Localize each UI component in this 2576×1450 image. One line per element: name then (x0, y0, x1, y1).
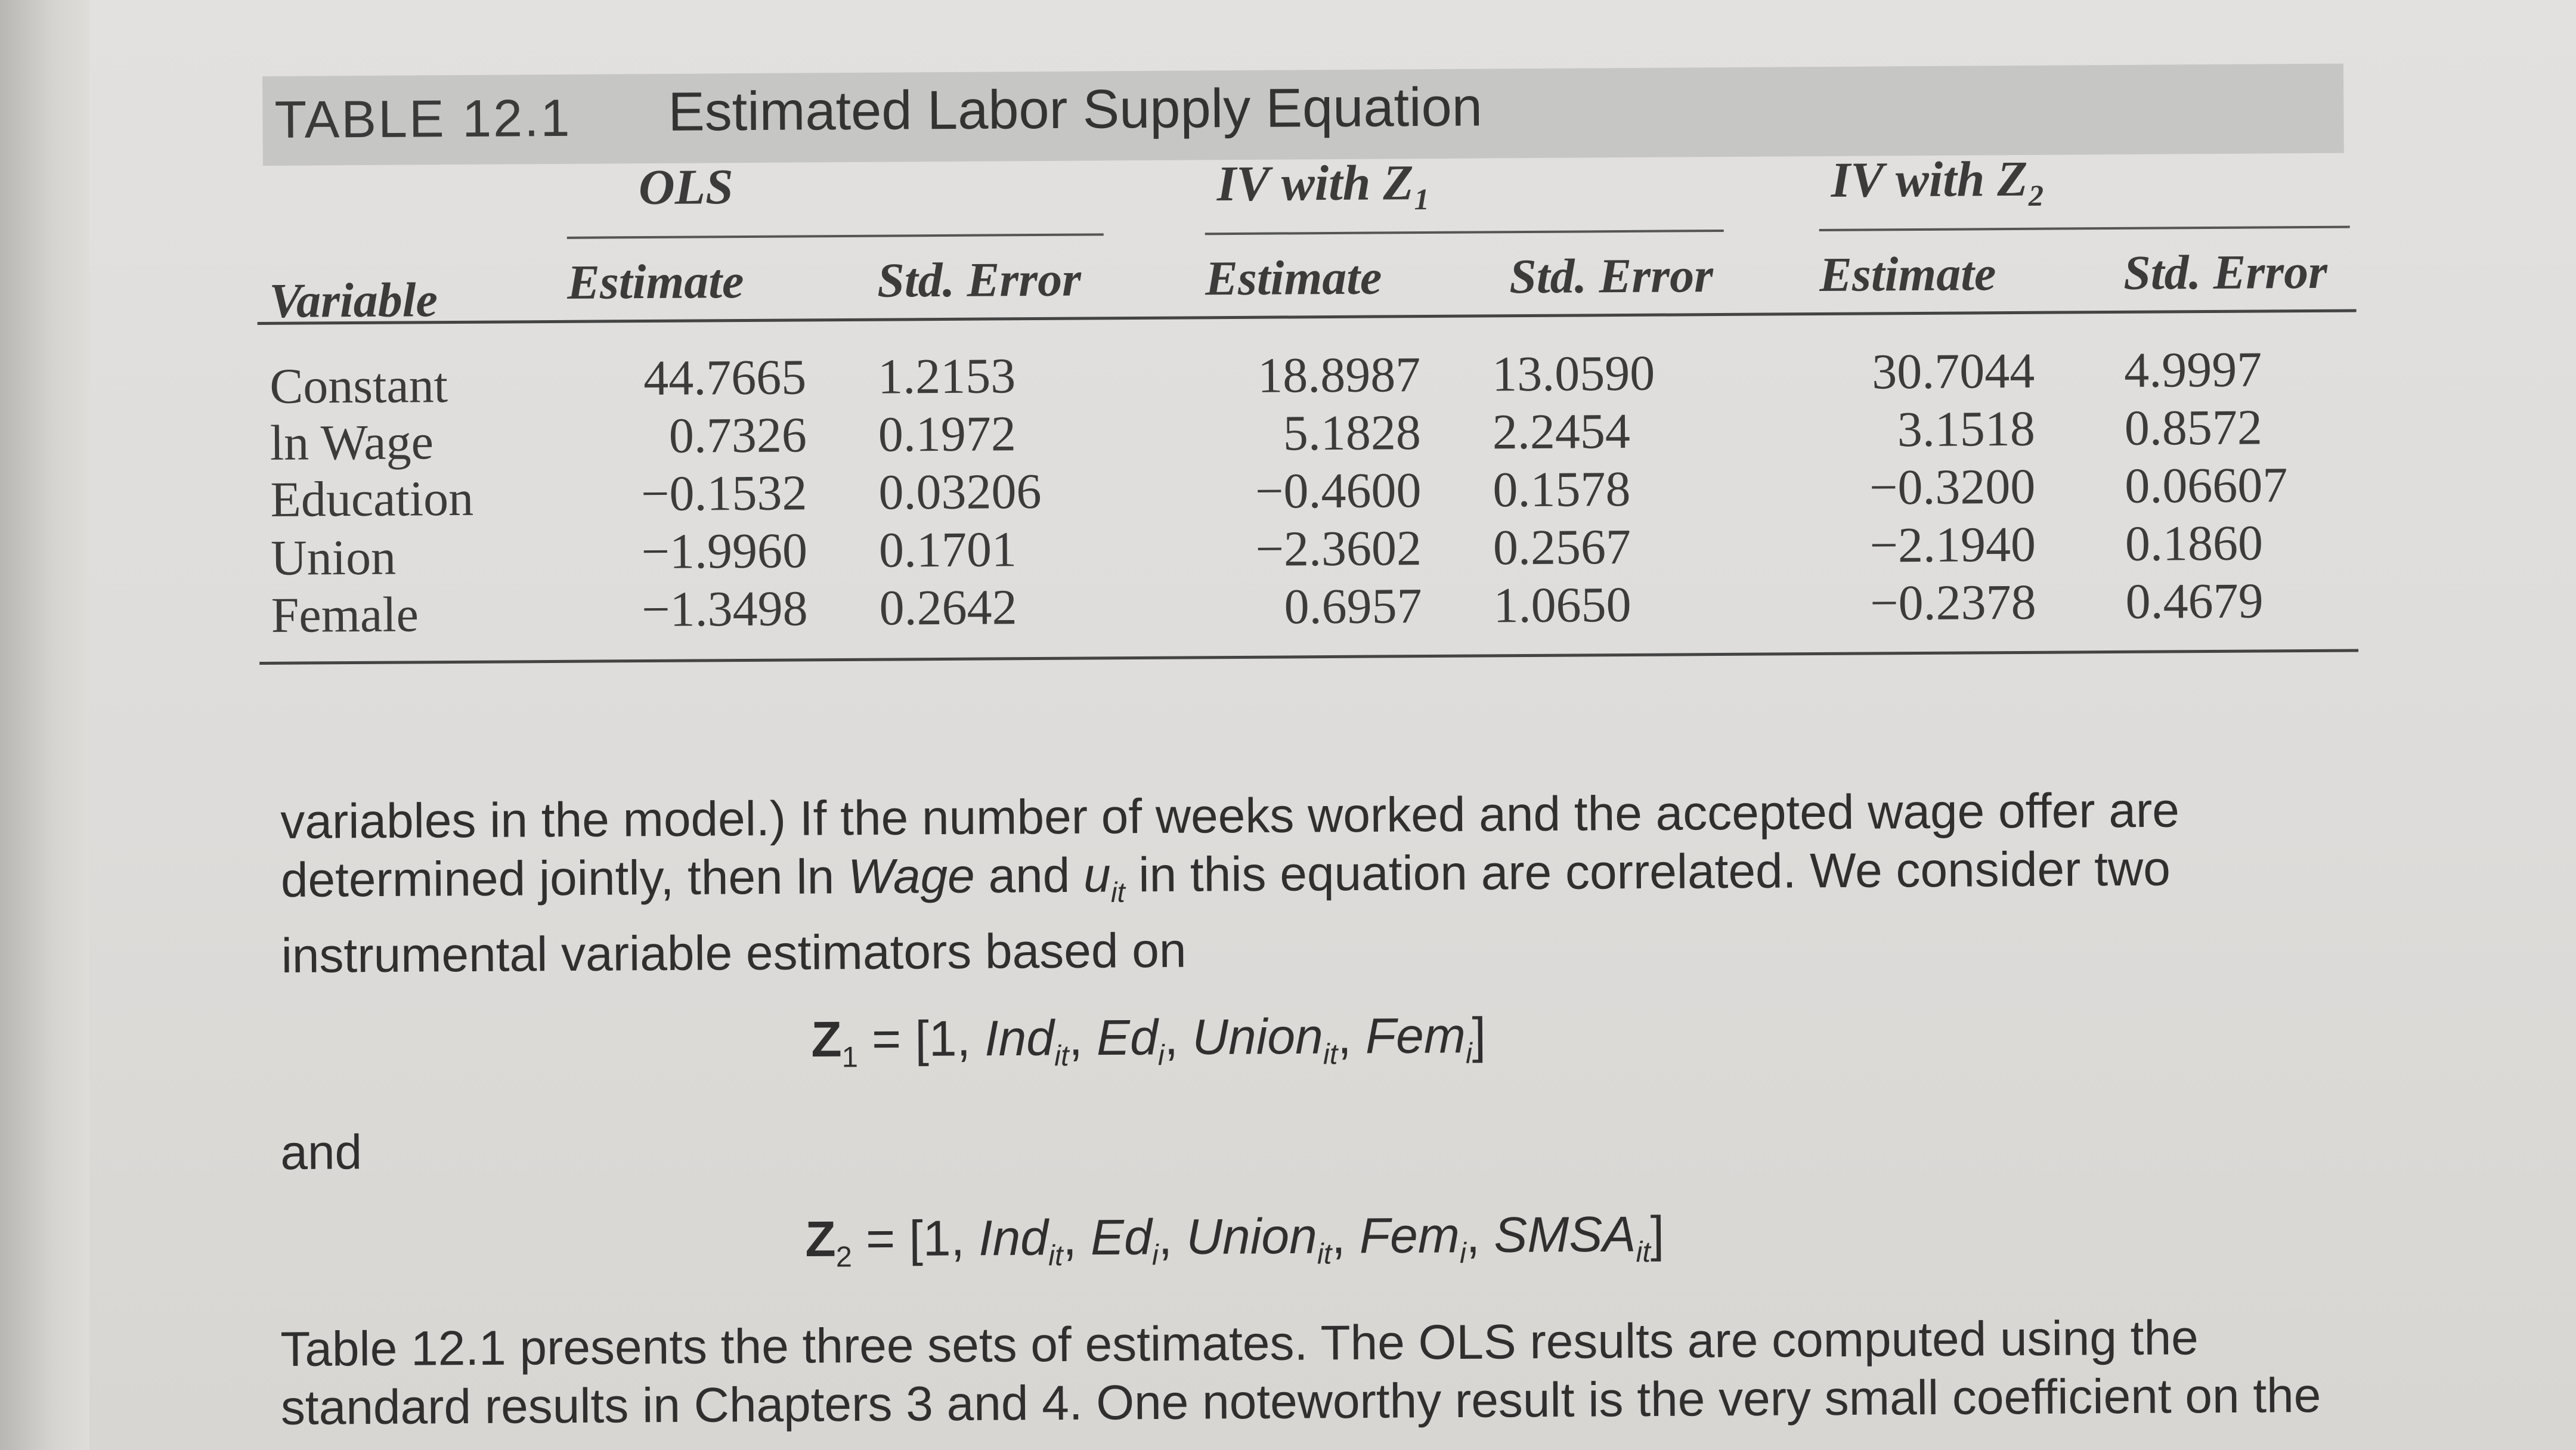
z2-term-ed-sub: i (1151, 1239, 1159, 1272)
para1-u-sub: it (1110, 876, 1125, 909)
row-label-ln-wage: ln Wage (270, 414, 434, 471)
cell-union-iv2-se: 0.1860 (2125, 515, 2264, 572)
z1-term-fem-sub: i (1465, 1037, 1472, 1070)
group-rule-ols (566, 233, 1104, 239)
z2-term-union-sub: it (1317, 1238, 1332, 1271)
z1-eqsign: = [1, (857, 1010, 985, 1067)
cell-lnwage-ols-se: 0.1972 (878, 406, 1017, 463)
cell-constant-iv1-est: 18.8987 (1257, 347, 1421, 404)
cell-lnwage-ols-est: 0.7326 (668, 407, 807, 464)
z2-sep: , (1158, 1209, 1187, 1265)
z1-sep: , (1164, 1009, 1193, 1065)
z2-term-fem: Fem (1359, 1207, 1460, 1264)
bottom-rule (259, 649, 2359, 665)
z2-sep: , (1466, 1206, 1494, 1263)
cell-female-iv2-se: 0.4679 (2125, 573, 2264, 630)
z1-close: ] (1472, 1007, 1487, 1064)
estimates-table: OLS IV with Z₁ IV with Z₂ Variable Estim… (256, 148, 2359, 685)
cell-education-ols-est: −0.1532 (640, 465, 807, 522)
group-header-ols: OLS (638, 159, 733, 216)
group-header-iv-z2: IV with Z₂ (1831, 151, 2046, 208)
equation-z2: Z2 = [1, Indit, Edi, Unionit, Femi, SMSA… (805, 1205, 1664, 1274)
z2-term-smsa-sub: it (1636, 1236, 1651, 1269)
book-page (89, 0, 2576, 1450)
column-header-iv1-estimate: Estimate (1205, 250, 1382, 306)
z1-sep: , (1337, 1008, 1366, 1064)
paragraph-1: variables in the model.) If the number o… (280, 780, 2368, 986)
cell-lnwage-iv1-se: 2.2454 (1492, 403, 1631, 460)
z1-term-ind: Ind (984, 1009, 1055, 1067)
z1-term-ind-sub: it (1054, 1040, 1069, 1073)
cell-education-iv2-est: −0.3200 (1869, 458, 2036, 516)
z2-eqsign: = [1, (852, 1210, 979, 1267)
z1-term-union: Union (1191, 1008, 1324, 1065)
cell-lnwage-iv2-se: 0.8572 (2124, 399, 2263, 456)
z2-term-smsa: SMSA (1494, 1206, 1636, 1263)
z2-term-fem-sub: i (1459, 1237, 1466, 1270)
z1-term-ed: Ed (1096, 1009, 1159, 1066)
z2-term-ed: Ed (1090, 1209, 1153, 1266)
cell-education-iv1-se: 0.1578 (1493, 461, 1631, 518)
cell-education-iv2-se: 0.06607 (2125, 457, 2288, 514)
group-rule-iv-z1 (1205, 229, 1724, 236)
z1-term-fem: Fem (1365, 1007, 1466, 1064)
cell-education-iv1-est: −0.4600 (1255, 463, 1422, 519)
cell-female-ols-est: −1.3498 (641, 581, 808, 638)
z1-term-union-sub: it (1323, 1038, 1338, 1071)
cell-female-iv1-est: 0.6957 (1284, 578, 1422, 635)
row-label-female: Female (271, 587, 419, 643)
column-header-iv2-estimate: Estimate (1819, 246, 1996, 302)
z2-term-union: Union (1185, 1207, 1318, 1265)
para1-wage: Wage (847, 848, 976, 904)
z1-lhs: Z (811, 1011, 842, 1067)
group-header-iv-z1: IV with Z₁ (1216, 154, 1432, 212)
cell-female-iv1-se: 1.0650 (1493, 577, 1631, 634)
group-rule-iv-z2 (1819, 225, 2350, 231)
cell-female-ols-se: 0.2642 (879, 580, 1017, 636)
cell-constant-iv2-est: 30.7044 (1871, 343, 2035, 400)
table-number: TABLE 12.1 (274, 88, 572, 149)
cell-education-ols-se: 0.03206 (878, 463, 1042, 520)
book-spine (0, 0, 89, 1450)
cell-constant-ols-se: 1.2153 (877, 348, 1016, 405)
equation-z1: Z1 = [1, Indit, Edi, Unionit, Femi] (811, 1006, 1486, 1074)
column-header-ols-std-error: Std. Error (877, 252, 1082, 308)
cell-union-iv2-est: −2.1940 (1869, 516, 2036, 574)
column-header-iv2-std-error: Std. Error (2123, 244, 2328, 300)
z2-sep: , (1331, 1207, 1360, 1264)
paragraph-2: Table 12.1 presents the three sets of es… (280, 1310, 2321, 1435)
column-header-ols-estimate: Estimate (566, 254, 744, 309)
z2-close: ] (1650, 1206, 1665, 1262)
table-title: Estimated Labor Supply Equation (668, 76, 1483, 142)
z2-term-ind-sub: it (1048, 1240, 1063, 1272)
para1-text-b: and (974, 848, 1084, 903)
cell-lnwage-iv2-est: 3.1518 (1897, 401, 2036, 458)
z2-lhs-sub: 2 (835, 1241, 853, 1274)
cell-union-ols-se: 0.1701 (878, 522, 1017, 578)
cell-constant-ols-est: 44.7665 (643, 349, 807, 407)
cell-female-iv2-est: −0.2378 (1869, 574, 2036, 631)
row-label-constant: Constant (270, 358, 448, 414)
row-label-union: Union (270, 529, 397, 586)
z2-lhs: Z (805, 1210, 836, 1267)
para1-u: u (1083, 848, 1111, 903)
z1-term-ed-sub: i (1157, 1039, 1165, 1072)
cell-lnwage-iv1-est: 5.1828 (1283, 405, 1422, 461)
z1-lhs-sub: 1 (841, 1041, 859, 1074)
row-label-education: Education (270, 470, 474, 528)
cell-union-iv1-est: −2.3602 (1255, 520, 1422, 577)
cell-union-ols-est: −1.9960 (641, 523, 808, 580)
cell-union-iv1-se: 0.2567 (1493, 519, 1631, 576)
z1-sep: , (1069, 1009, 1097, 1066)
header-rule (257, 309, 2357, 325)
z2-sep: , (1063, 1209, 1091, 1266)
cell-constant-iv2-se: 4.9997 (2123, 342, 2262, 398)
z2-term-ind: Ind (978, 1209, 1049, 1266)
cell-constant-iv1-se: 13.0590 (1491, 345, 1655, 402)
column-header-iv1-std-error: Std. Error (1509, 248, 1714, 304)
